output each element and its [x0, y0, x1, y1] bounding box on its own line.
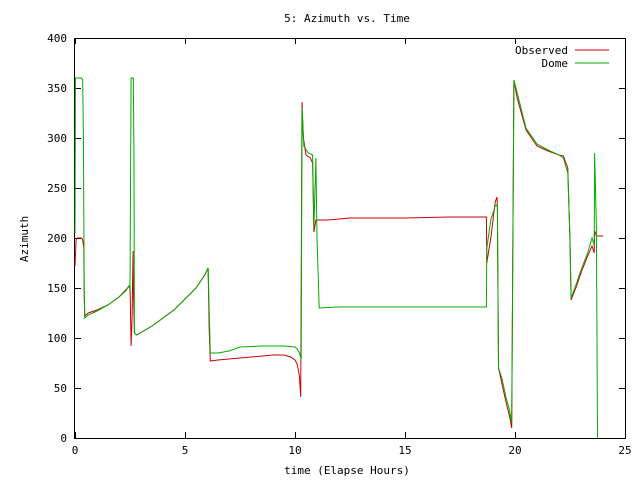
series-line-dome — [74, 77, 598, 439]
y-tick-label: 150 — [47, 282, 67, 295]
x-tick-label: 25 — [618, 444, 631, 457]
series-line-observed — [74, 79, 603, 429]
y-tick-label: 100 — [47, 332, 67, 345]
y-tick-label: 250 — [47, 182, 67, 195]
plot-frame — [74, 38, 626, 439]
y-tick-label: 200 — [47, 232, 67, 245]
x-tick-label: 15 — [398, 444, 411, 457]
legend-label-dome: Dome — [542, 57, 569, 70]
y-tick-label: 50 — [54, 382, 67, 395]
legend-label-observed: Observed — [515, 44, 568, 57]
y-tick-label: 400 — [47, 32, 67, 45]
x-tick-label: 20 — [508, 444, 521, 457]
y-tick-label: 350 — [47, 82, 67, 95]
y-tick-label: 300 — [47, 132, 67, 145]
axes: 0 50 100 150 200 250 300 350 400 0 5 10 15 20 25 — [47, 32, 632, 457]
x-tick-label: 0 — [72, 444, 79, 457]
x-tick-label: 5 — [182, 444, 189, 457]
x-tick-label: 10 — [288, 444, 301, 457]
y-tick-label: 0 — [60, 432, 67, 445]
y-axis-label: Azimuth — [18, 216, 31, 262]
series-group — [74, 77, 603, 439]
chart-title: 5: Azimuth vs. Time — [284, 12, 410, 25]
x-axis-label: time (Elapse Hours) — [284, 464, 410, 477]
